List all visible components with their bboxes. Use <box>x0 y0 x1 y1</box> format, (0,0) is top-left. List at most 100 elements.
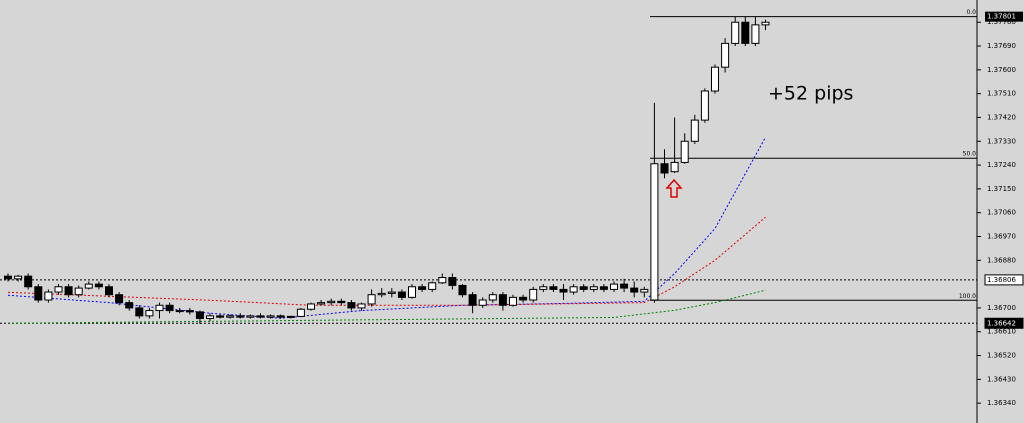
y-tick-label: 1.36430 <box>987 375 1016 383</box>
bear-candle <box>599 286 608 290</box>
bull-candle <box>327 300 336 304</box>
bear-candle <box>236 315 245 318</box>
y-tick-label: 1.36880 <box>987 256 1016 264</box>
bull-candle <box>307 303 315 310</box>
bear-candle <box>105 286 113 296</box>
bull-candle <box>711 66 719 92</box>
bear-candle <box>4 275 12 280</box>
bull-candle <box>74 287 83 296</box>
bear-candle <box>94 283 103 288</box>
bull-candle <box>670 161 679 173</box>
bear-candle <box>337 300 346 304</box>
y-tick-label: 1.36700 <box>987 304 1016 312</box>
bull-candle <box>296 308 305 317</box>
bear-candle <box>276 315 285 318</box>
bear-candle <box>559 288 568 293</box>
bull-candle <box>721 42 730 68</box>
bull-candle <box>438 277 447 284</box>
bull-candle <box>387 291 396 294</box>
bear-candle <box>468 294 477 306</box>
y-tick-label: 1.37690 <box>987 42 1016 50</box>
bear-candle <box>458 284 467 296</box>
bear-candle <box>216 315 225 318</box>
y-tick-label: 1.37420 <box>987 113 1016 121</box>
bull-candle <box>226 315 235 318</box>
bull-candle <box>700 90 709 121</box>
bear-candle <box>579 286 588 290</box>
bull-candle <box>640 288 649 293</box>
bull-candle <box>408 286 416 298</box>
fib-label: 50.0 <box>963 151 977 158</box>
y-tick-label: 1.36610 <box>987 328 1016 336</box>
level-label-box <box>984 317 1024 329</box>
bull-candle <box>650 163 659 301</box>
bear-candle <box>630 287 639 293</box>
y-tick-label: 1.36340 <box>987 399 1016 407</box>
bear-candle <box>115 294 124 304</box>
y-tick-label: 1.37780 <box>987 18 1016 26</box>
bull-candle <box>357 303 366 309</box>
bull-candle <box>761 21 770 26</box>
entry-arrow <box>665 178 683 198</box>
y-tick-label: 1.37060 <box>987 209 1016 217</box>
bear-candle <box>24 275 33 288</box>
bull-candle <box>751 24 760 44</box>
bear-candle <box>256 315 265 318</box>
bull-candle <box>317 302 326 305</box>
price-marker-box <box>985 11 1023 22</box>
bull-candle <box>377 292 386 296</box>
bull-candle <box>680 140 689 163</box>
annotation: +52 pips <box>768 83 853 105</box>
fib-label: 100.0 <box>959 293 976 300</box>
bull-candle <box>367 294 376 305</box>
bull-candle <box>145 310 154 317</box>
bull-candle <box>731 21 740 44</box>
y-tick-label: 1.36970 <box>987 232 1016 240</box>
bear-candle <box>64 286 73 296</box>
bull-candle <box>175 310 184 313</box>
bear-candle <box>418 286 427 290</box>
bull-candle <box>539 286 548 290</box>
bull-candle <box>569 286 578 293</box>
level-label-box <box>984 274 1024 286</box>
bull-candle <box>84 283 93 289</box>
level-label: 1.36642 <box>987 319 1016 327</box>
price-marker-label: 1.37801 <box>987 13 1016 21</box>
bull-candle <box>428 282 437 290</box>
bear-candle <box>34 286 43 301</box>
bear-candle <box>135 307 144 317</box>
moving-average <box>7 137 766 319</box>
bear-candle <box>549 286 558 290</box>
bull-candle <box>266 315 275 318</box>
bull-candle <box>54 286 63 293</box>
bear-candle <box>448 277 457 286</box>
y-tick-label: 1.37240 <box>987 161 1016 169</box>
bear-candle <box>165 304 174 312</box>
bull-candle <box>14 275 23 280</box>
y-tick-label: 1.37600 <box>987 66 1016 74</box>
y-tick-label: 1.36520 <box>987 352 1016 360</box>
y-tick-label: 1.37510 <box>987 90 1016 98</box>
bull-candle <box>529 288 538 301</box>
bear-candle <box>125 302 134 309</box>
bear-candle <box>195 311 204 320</box>
bull-candle <box>286 315 295 318</box>
y-tick-label: 1.37330 <box>987 137 1016 145</box>
bull-candle <box>44 291 53 301</box>
bear-candle <box>741 21 750 44</box>
bull-candle <box>478 299 487 306</box>
bull-candle <box>589 286 598 290</box>
fib-label: 0.0 <box>966 9 976 16</box>
bear-candle <box>397 291 406 298</box>
bear-candle <box>498 294 507 306</box>
bull-candle <box>690 119 699 142</box>
bear-candle <box>347 302 356 309</box>
bull-candle <box>206 315 214 320</box>
bull-candle <box>155 304 164 312</box>
y-tick-label: 1.37150 <box>987 185 1016 193</box>
bear-candle <box>660 163 669 174</box>
bull-candle <box>246 315 255 318</box>
bear-candle <box>519 296 528 301</box>
